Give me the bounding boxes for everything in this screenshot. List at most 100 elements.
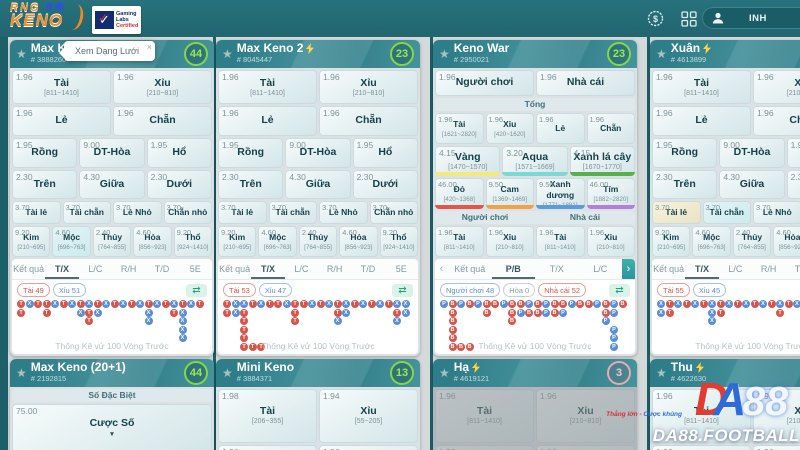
bet-cell-t-i-ch-n[interactable]: 3.70 Tài chẵn: [702, 200, 751, 224]
bet-cell-l-nh[interactable]: 3.70 Lẻ Nhỏ: [113, 200, 162, 224]
bet-cell-t-i[interactable]: 1.96 Tài [811~1410]: [12, 70, 111, 105]
star-icon[interactable]: ★: [439, 47, 450, 61]
tab-t-x[interactable]: T/X: [549, 264, 564, 274]
star-icon[interactable]: ★: [16, 366, 27, 380]
grid-icon[interactable]: [680, 10, 698, 28]
user-account-pill[interactable]: INH: [702, 7, 800, 29]
bet-cell-x-u[interactable]: 1.96 Xỉu [420~1620]: [485, 112, 534, 144]
bet-cell-x[interactable]: 46.00 Đỏ [420~1368]: [435, 178, 484, 210]
bet-cell-r-ng[interactable]: 1.95 Rồng: [218, 137, 284, 169]
bet-cell-ch-n-nh[interactable]: 3.70 Chẵn nhỏ: [369, 200, 418, 224]
tab-r-h[interactable]: R/H: [120, 264, 137, 274]
bet-cell-v-ng[interactable]: 4.15 Vàng [1470~1570]: [435, 145, 501, 177]
star-icon[interactable]: ★: [439, 366, 450, 380]
tab-r-h[interactable]: R/H: [326, 264, 343, 274]
star-icon[interactable]: ★: [16, 47, 27, 61]
bet-cell-m-c[interactable]: 4.60 Mộc [696~763]: [258, 225, 297, 257]
bet-cell-t-i-l[interactable]: 3.70 Tài lẻ: [652, 200, 701, 224]
bet-cell-t-i[interactable]: 1.96 Tài [811~1410]: [435, 389, 534, 443]
bet-cell-dt-h-a[interactable]: 9.00 DT-Hòa: [285, 137, 351, 169]
chevron-left-icon[interactable]: ‹: [439, 263, 444, 275]
tab-t-d[interactable]: T/D: [794, 264, 800, 274]
swap-icon[interactable]: ⇄: [609, 283, 630, 297]
bet-cell-nh-c-i[interactable]: 1.96 Nhà cái: [536, 70, 635, 96]
tab-5e[interactable]: 5E: [189, 264, 201, 274]
tab-l-c[interactable]: L/C: [593, 264, 608, 274]
bet-cell-kim[interactable]: 9.20 Kim [210~695]: [218, 225, 257, 257]
bet-cell-t-i[interactable]: 1.96 Tài [811~1410]: [435, 226, 484, 257]
bet-cell-tr-n[interactable]: 2.30 Trên: [652, 170, 718, 199]
swap-icon[interactable]: ⇄: [392, 283, 413, 297]
star-icon[interactable]: ★: [222, 47, 233, 61]
tab-t-x[interactable]: T/X: [45, 259, 78, 279]
tab-k-t-qu[interactable]: Kết quả: [13, 264, 45, 274]
tab-l-c[interactable]: L/C: [88, 264, 103, 274]
bet-cell-tr-n[interactable]: 2.30 Trên: [218, 170, 284, 199]
tab-t-x[interactable]: T/X: [685, 259, 718, 279]
bet-cell-t-i[interactable]: 1.98 Tài [206~355]: [218, 389, 317, 443]
bet-cell-gi-a[interactable]: 4.30 Giữa: [719, 170, 785, 199]
bet-cell-t-i-l[interactable]: 3.70 Tài lẻ: [12, 200, 61, 224]
tab-k-t-qu[interactable]: Kết quả: [454, 264, 486, 274]
bet-cell-th-y[interactable]: 2.40 Thủy [764~855]: [298, 225, 338, 257]
bet-cell-th-y[interactable]: 2.40 Thủy [764~855]: [92, 225, 132, 257]
bet-cell-t-i[interactable]: 1.96 Tài [1621~2820]: [435, 112, 484, 144]
bet-cell-xanh-l-c-y[interactable]: 4.15 Xanh lá cây [1670~1770]: [569, 145, 635, 177]
tab-t-d[interactable]: T/D: [154, 264, 170, 274]
bet-cell-gi-a[interactable]: 4.30 Giữa: [285, 170, 351, 199]
bet-cell-th-y[interactable]: 2.40 Thủy [764~855]: [732, 225, 772, 257]
bet-cell-t-i-ch-n[interactable]: 3.70 Tài chẵn: [62, 200, 111, 224]
bet-cell-t-i[interactable]: 1.96 Tài [811~1410]: [536, 226, 585, 257]
bet-cell-r-ng[interactable]: 1.95 Rồng: [12, 137, 78, 169]
bet-cell-r-ng[interactable]: 1.95 Rồng: [652, 137, 718, 169]
star-icon[interactable]: ★: [656, 47, 667, 61]
bet-cell-dt-h-a[interactable]: 9.00 DT-Hòa: [79, 137, 145, 169]
bet-cell-h[interactable]: 1.95 Hổ: [352, 137, 418, 169]
star-icon[interactable]: ★: [222, 366, 233, 380]
bet-cell-c-c-s[interactable]: 75.00 Cược Số ▼: [12, 404, 212, 450]
bet-cell-m-c[interactable]: 4.60 Mộc [696~763]: [692, 225, 731, 257]
bet-cell-dt-h-a[interactable]: 9.00 DT-Hòa: [719, 137, 785, 169]
bet-cell-ch-n-nh[interactable]: 3.70 Chẵn nhỏ: [163, 200, 212, 224]
bet-cell-kim[interactable]: 9.20 Kim [210~695]: [12, 225, 51, 257]
bet-cell-cam[interactable]: 9.50 Cam [1369~1469]: [485, 178, 534, 210]
bet-cell-l-nh[interactable]: 3.70 Lẻ Nhỏ: [319, 200, 368, 224]
tab-k-t-qu[interactable]: Kết quả: [219, 264, 251, 274]
bet-cell-t-i[interactable]: 1.96 Tài [811~1410]: [652, 389, 751, 443]
bet-cell-th[interactable]: 9.20 Thổ [924~1410]: [379, 225, 419, 257]
bet-cell-t-i[interactable]: 1.96 Tài [811~1410]: [652, 70, 751, 105]
swap-icon[interactable]: ⇄: [186, 283, 207, 297]
bet-cell-th[interactable]: 9.20 Thổ [924~1410]: [173, 225, 213, 257]
bet-cell-t-i[interactable]: 1.96 Tài [811~1410]: [218, 70, 317, 105]
bet-cell-x-u[interactable]: 1.94 Xỉu [55~205]: [319, 389, 418, 443]
coin-icon[interactable]: $: [646, 10, 664, 28]
tab-5e[interactable]: 5E: [395, 264, 407, 274]
bet-cell-t-i-ch-n[interactable]: 3.70 Tài chẵn: [268, 200, 317, 224]
bet-cell-aqua[interactable]: 3.20 Aqua [1571~1669]: [502, 145, 568, 177]
tab-t-d[interactable]: T/D: [360, 264, 376, 274]
tab-l-c[interactable]: L/C: [294, 264, 309, 274]
